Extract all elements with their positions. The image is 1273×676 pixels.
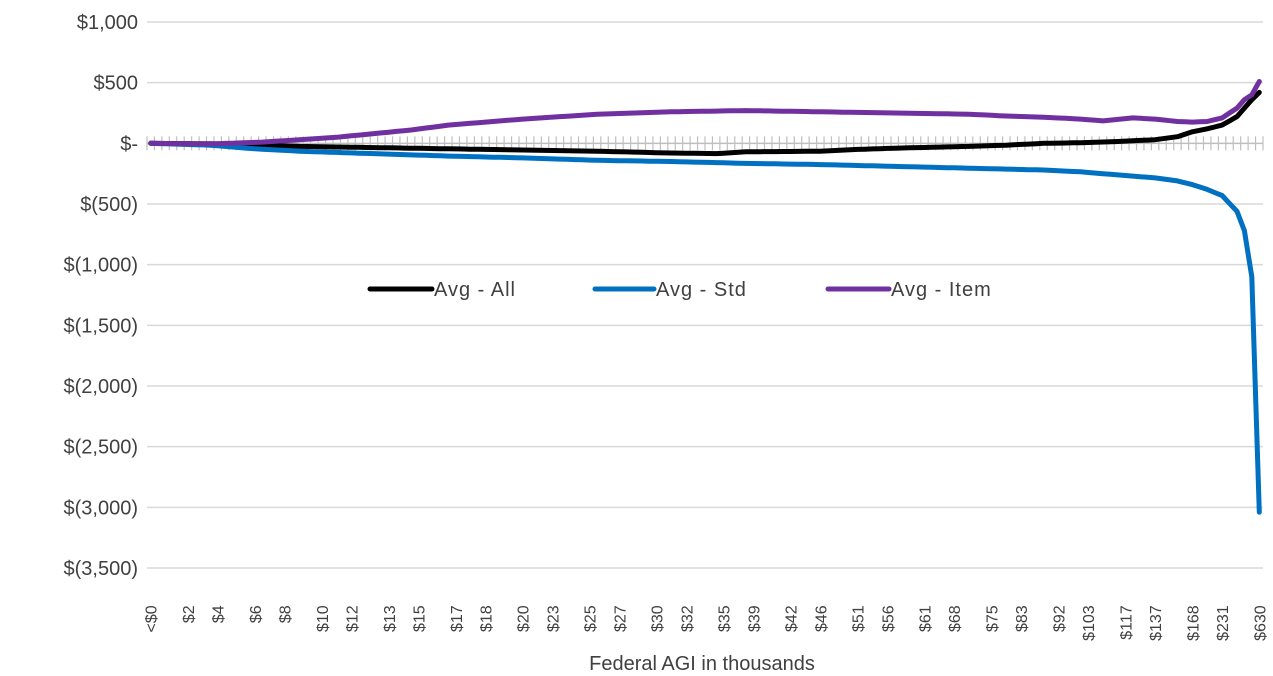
y-tick-label: $-: [120, 133, 138, 155]
x-tick-label: $42: [784, 605, 801, 632]
x-tick-label: $117: [1118, 605, 1135, 640]
x-tick-label: $25: [583, 605, 600, 632]
x-tick-label: $2: [181, 605, 198, 623]
legend-label-avg-all: Avg - All: [434, 279, 516, 301]
x-tick-label: $23: [545, 605, 562, 632]
x-tick-label: $10: [315, 605, 332, 632]
x-tick-label: $39: [746, 605, 763, 632]
y-tick-label: $(2,000): [64, 376, 139, 398]
x-tick-label: $27: [612, 605, 629, 632]
x-tick-label: $20: [516, 605, 533, 632]
x-tick-label: $35: [717, 605, 734, 632]
x-tick-label: $17: [449, 605, 466, 632]
x-tick-label: $32: [679, 605, 696, 632]
x-axis-title: Federal AGI in thousands: [589, 653, 815, 675]
x-tick-label: $13: [382, 605, 399, 632]
x-tick-label: $46: [813, 605, 830, 632]
x-tick-label: $137: [1148, 605, 1165, 641]
x-tick-label: <$0: [144, 605, 161, 632]
x-tick-label: $630: [1252, 605, 1269, 641]
y-tick-label: $(1,000): [64, 255, 139, 277]
series-line-avg-std: [148, 140, 1262, 515]
x-tick-label: $83: [1014, 605, 1031, 632]
x-tick-label: $51: [851, 605, 868, 632]
x-tick-label: $68: [947, 605, 964, 632]
y-tick-label: $(500): [80, 194, 138, 216]
x-tick-label: $61: [917, 605, 934, 632]
series-line-avg-all: [148, 89, 1262, 157]
x-axis-tick-labels: <$0 $2 $4 $6 $8 $10 $12 $13 $15 $17 $18 $20 $23 $25 $2…: [144, 605, 1270, 641]
y-tick-label: $1,000: [77, 12, 138, 34]
x-tick-label: $30: [650, 605, 667, 632]
y-tick-label: $(2,500): [64, 437, 139, 459]
y-tick-label: $500: [94, 73, 139, 95]
x-tick-label: $92: [1051, 605, 1068, 632]
y-tick-label: $(3,500): [64, 558, 139, 580]
x-tick-label: $231: [1215, 605, 1232, 641]
x-tick-label: $168: [1185, 605, 1202, 641]
x-tick-label: $6: [248, 605, 265, 623]
legend-label-avg-item: Avg - Item: [891, 279, 992, 301]
y-tick-label: $(3,000): [64, 497, 139, 519]
series-lines: [148, 79, 1262, 515]
series-line-avg-item: [148, 79, 1262, 147]
legend: Avg - All Avg - Std Avg - Item: [367, 279, 992, 301]
x-tick-label: $103: [1081, 605, 1098, 641]
y-tick-label: $(1,500): [64, 315, 139, 337]
x-tick-label: $4: [211, 605, 228, 623]
legend-label-avg-std: Avg - Std: [656, 279, 747, 301]
x-tick-label: $15: [412, 605, 429, 632]
x-tick-label: $56: [880, 605, 897, 632]
x-tick-label: $12: [345, 605, 362, 632]
y-axis-tick-labels: $1,000 $500 $- $(500) $(1,000) $(1,500) $(2,00…: [64, 12, 139, 580]
x-tick-label: $8: [278, 605, 295, 623]
x-tick-label: $18: [479, 605, 496, 632]
x-tick-label: $75: [984, 605, 1001, 632]
